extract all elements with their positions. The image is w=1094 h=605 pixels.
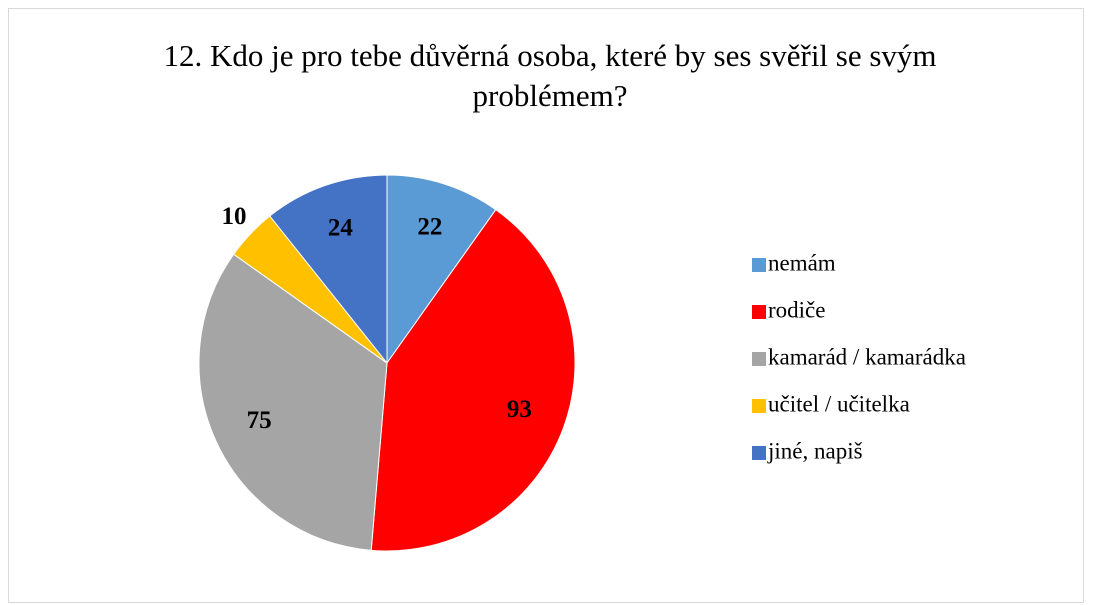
- data-label: 10: [221, 203, 246, 230]
- data-label: 24: [328, 215, 354, 242]
- pie-slice: [198, 253, 388, 551]
- legend-label: nemám: [768, 250, 836, 275]
- data-label: 75: [247, 407, 272, 434]
- legend-swatch: [752, 446, 766, 460]
- legend-swatch: [752, 258, 766, 272]
- legend-swatch: [752, 352, 766, 366]
- data-label: 93: [507, 396, 532, 423]
- legend-label: kamarád / kamarádka: [768, 344, 966, 369]
- pie-slice: [386, 174, 497, 365]
- data-label: 22: [417, 213, 442, 240]
- pie-slice: [269, 174, 388, 365]
- legend-swatch: [752, 305, 766, 319]
- legend-label: rodiče: [768, 297, 825, 322]
- pie-slice: [370, 208, 576, 552]
- legend-label: učitel / učitelka: [768, 391, 910, 416]
- legend-swatch: [752, 399, 766, 413]
- legend-label: jiné, napiš: [767, 438, 863, 463]
- chart-title: 12. Kdo je pro tebe důvěrná osoba, které…: [163, 38, 937, 113]
- chart-frame: [8, 8, 1084, 603]
